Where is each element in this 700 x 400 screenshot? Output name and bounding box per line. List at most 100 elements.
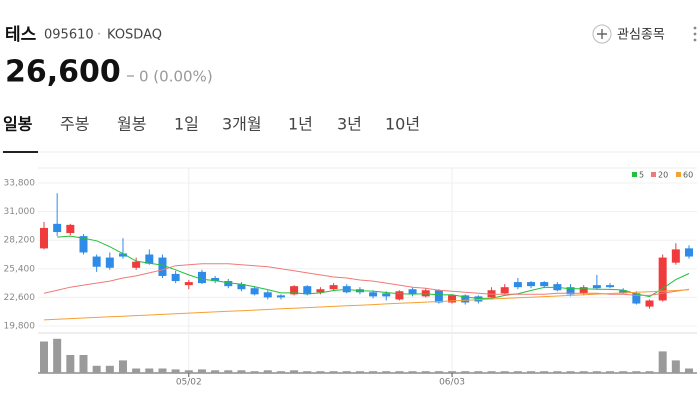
candle-body — [197, 271, 206, 284]
tab[interactable]: 1년 — [288, 115, 313, 134]
candle-body — [619, 290, 628, 294]
candle-body — [211, 277, 220, 282]
volume-bar — [237, 370, 246, 373]
volume-bar — [355, 371, 364, 373]
tab[interactable]: 3년 — [337, 115, 362, 134]
candle-body — [369, 292, 378, 297]
volume-bar — [184, 370, 193, 373]
tab[interactable]: 1일 — [174, 115, 199, 134]
volume-bar — [408, 371, 417, 373]
volume-bar — [500, 371, 509, 373]
y-tick-label: 33,800 — [4, 179, 36, 189]
volume-bar — [171, 369, 180, 373]
volume-bar — [316, 371, 325, 373]
separator: · — [97, 28, 101, 43]
candle-body — [540, 282, 549, 287]
candle-body — [395, 291, 404, 300]
volume-bar — [329, 371, 338, 373]
candle-body — [513, 282, 522, 288]
candle-body — [290, 286, 299, 295]
candle-body — [592, 285, 601, 289]
volume-bar — [250, 371, 259, 373]
candle-body — [500, 287, 509, 294]
candle-body — [53, 223, 62, 233]
volume-bar — [540, 371, 549, 373]
candle-body — [276, 295, 285, 298]
y-tick-label: 25,400 — [4, 264, 36, 274]
volume-bar — [53, 338, 62, 373]
candle-body — [579, 287, 588, 294]
watch-icon[interactable] — [592, 24, 612, 44]
more-dot[interactable] — [693, 38, 697, 42]
candle-body — [671, 249, 680, 263]
volume-bar — [461, 371, 470, 373]
candle-body — [658, 257, 667, 301]
current-price: 26,600 — [5, 55, 121, 90]
legend-label: 20 — [658, 171, 668, 180]
volume-bar — [79, 355, 88, 373]
volume-bar — [632, 371, 641, 373]
candle-body — [606, 285, 615, 288]
watch-label[interactable]: 관심종목 — [617, 28, 665, 43]
y-tick-label: 19,800 — [4, 322, 36, 332]
volume-bar — [474, 371, 483, 373]
candle-body — [237, 284, 246, 290]
volume-bar — [66, 355, 75, 373]
legend-label: 5 — [639, 171, 644, 180]
volume-bar — [382, 371, 391, 373]
candle-body — [145, 254, 154, 264]
x-tick-label: 05/02 — [176, 378, 202, 388]
candle-body — [382, 293, 391, 297]
x-tick-label: 06/03 — [439, 378, 465, 388]
y-tick-label: 31,000 — [4, 207, 36, 217]
plus-icon[interactable] — [597, 29, 607, 39]
volume-bar — [132, 368, 141, 373]
watch-button[interactable]: 관심종목 — [592, 24, 665, 44]
tab[interactable]: 10년 — [385, 115, 420, 134]
candle-body — [105, 257, 114, 268]
volume-bar — [145, 368, 154, 373]
candle-body — [303, 286, 312, 295]
volume-bar — [395, 371, 404, 373]
stock-code: 095610 — [44, 28, 94, 43]
volume-bar — [118, 360, 127, 373]
volume-bar — [342, 371, 351, 373]
tab[interactable]: 주봉 — [60, 115, 89, 134]
candle-body — [66, 224, 75, 234]
candle-body — [250, 288, 259, 295]
candle-body — [132, 261, 141, 268]
volume-bar — [290, 370, 299, 373]
candle-body — [527, 282, 536, 287]
legend-swatch — [676, 172, 681, 177]
market: KOSDAQ — [107, 28, 162, 43]
candle-body — [434, 290, 443, 303]
more-dot[interactable] — [693, 32, 697, 36]
volume-bar — [671, 360, 680, 373]
stock-name: 테스 — [5, 25, 37, 45]
volume-bar — [263, 370, 272, 373]
candle-body — [566, 287, 575, 295]
more-dot[interactable] — [693, 26, 697, 30]
candle-body — [171, 273, 180, 282]
legend-swatch — [651, 172, 656, 177]
candle-body — [184, 282, 193, 286]
volume-bar — [303, 371, 312, 373]
volume-bar — [92, 365, 101, 373]
volume-bar — [40, 341, 48, 373]
tab[interactable]: 3개월 — [222, 115, 262, 134]
candle-body — [224, 281, 233, 287]
tab[interactable]: 월봉 — [117, 115, 146, 134]
tab[interactable]: 일봉 — [3, 115, 33, 134]
price-change: 0 (0.00%) — [139, 68, 213, 86]
legend-label: 60 — [683, 171, 693, 180]
candle-body — [632, 293, 641, 304]
volume-bar — [685, 368, 693, 373]
volume-bar — [566, 371, 575, 373]
candle-body — [40, 227, 48, 249]
ma-line — [57, 235, 690, 299]
volume-bar — [619, 371, 628, 373]
volume-bar — [197, 369, 206, 373]
volume-bar — [369, 371, 378, 373]
